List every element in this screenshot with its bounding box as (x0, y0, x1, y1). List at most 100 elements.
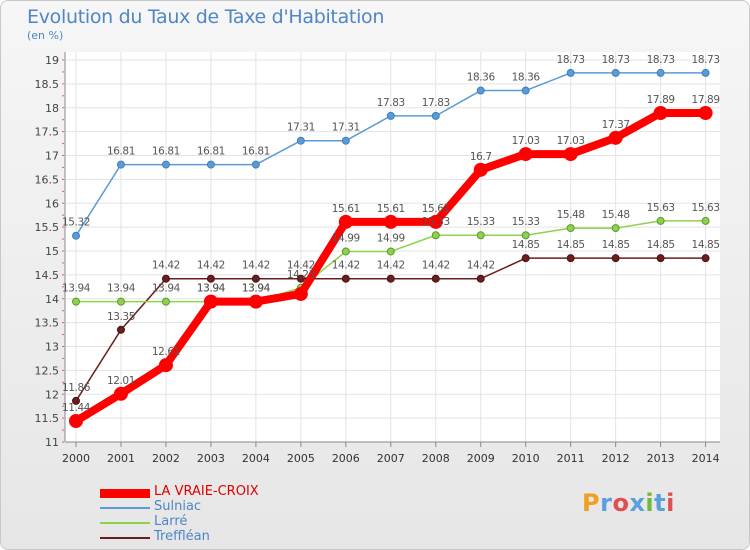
data-point (566, 254, 575, 263)
y-tick-label: 12.5 (35, 364, 60, 377)
data-point (656, 216, 665, 225)
x-tick-label: 2003 (197, 452, 225, 465)
data-point (701, 254, 710, 263)
data-label: 13.94 (242, 283, 271, 295)
y-tick-label: 12 (45, 388, 59, 401)
data-label: 15.61 (332, 203, 360, 215)
legend-swatch (100, 489, 150, 498)
data-label: 18.36 (512, 72, 541, 84)
data-point (656, 254, 665, 263)
data-label: 14.85 (692, 239, 720, 251)
data-point (296, 274, 305, 283)
data-label: 15.33 (467, 216, 495, 228)
data-label: 15.33 (512, 216, 540, 228)
y-tick-label: 13 (45, 341, 59, 354)
y-tick-label: 17 (45, 150, 59, 163)
data-label: 15.48 (602, 209, 630, 221)
data-point (476, 274, 485, 283)
data-point (116, 297, 125, 306)
x-tick-label: 2010 (512, 452, 540, 465)
legend-label: Treffléan (154, 529, 210, 544)
y-tick-label: 18 (45, 102, 59, 115)
data-label: 15.32 (62, 217, 90, 229)
data-point (653, 106, 668, 121)
data-label: 17.31 (287, 122, 315, 134)
data-label: 17.89 (647, 94, 675, 106)
data-point (113, 386, 128, 401)
legend-swatch (100, 507, 150, 509)
data-label: 14.99 (332, 232, 360, 244)
data-label: 13.94 (197, 283, 226, 295)
data-label: 14.42 (377, 260, 405, 272)
data-point (566, 68, 575, 77)
data-label: 17.31 (332, 122, 360, 134)
data-label: 13.94 (242, 283, 271, 295)
data-label: 14.85 (512, 239, 540, 251)
x-tick-label: 2005 (287, 452, 315, 465)
data-label: 15.63 (692, 202, 720, 214)
y-tick-label: 14.5 (35, 269, 60, 282)
data-label: 17.83 (422, 97, 450, 109)
data-label: 18.73 (692, 54, 720, 66)
data-label: 14.85 (647, 239, 675, 251)
data-point (431, 274, 440, 283)
data-point (518, 147, 533, 162)
x-tick-label: 2008 (422, 452, 450, 465)
data-point (563, 147, 578, 162)
x-tick-label: 2000 (62, 452, 90, 465)
data-label: 13.94 (152, 283, 181, 295)
legend-swatch (100, 522, 150, 524)
data-point (341, 247, 350, 256)
brand-logo: Proxiti (582, 489, 675, 517)
data-point (158, 358, 173, 373)
data-label: 15.61 (377, 203, 405, 215)
data-point (72, 231, 80, 240)
legend-swatch (100, 537, 150, 539)
data-point (521, 86, 530, 95)
data-label: 16.81 (242, 146, 270, 158)
y-tick-label: 13.5 (35, 317, 60, 330)
data-label: 14.23 (287, 269, 315, 281)
data-label: 14.85 (602, 239, 630, 251)
data-point (608, 130, 623, 145)
data-point (698, 106, 713, 121)
data-point (701, 216, 710, 225)
data-label: 15.33 (422, 216, 450, 228)
data-point (248, 294, 263, 309)
x-tick-label: 2014 (692, 452, 720, 465)
y-tick-label: 17.5 (35, 126, 60, 139)
legend-label: LA VRAIE-CROIX (154, 484, 259, 499)
x-tick-label: 2004 (242, 452, 270, 465)
brand-letter: o (612, 489, 630, 517)
data-label: 14.42 (467, 260, 495, 272)
data-label: 13.94 (107, 283, 136, 295)
data-label: 16.81 (107, 146, 135, 158)
data-point (338, 214, 353, 229)
data-label: 11.86 (62, 382, 91, 394)
legend-label: Sulniac (154, 499, 202, 514)
data-point (383, 214, 398, 229)
data-label: 13.94 (62, 283, 91, 295)
brand-letter: i (645, 489, 655, 517)
data-point (161, 160, 170, 169)
y-tick-label: 19 (45, 54, 59, 67)
data-label: 15.61 (422, 203, 450, 215)
data-point (72, 396, 80, 405)
data-label: 18.36 (467, 72, 496, 84)
data-point (116, 325, 125, 334)
y-tick-label: 15 (45, 245, 59, 258)
data-point (161, 297, 170, 306)
data-point (521, 254, 530, 263)
data-point (293, 286, 308, 301)
data-point (251, 160, 260, 169)
data-point (611, 68, 620, 77)
data-point (116, 160, 125, 169)
x-tick-label: 2002 (152, 452, 180, 465)
data-point (296, 136, 305, 145)
data-label: 13.35 (107, 311, 135, 323)
y-tick-label: 16 (45, 197, 59, 210)
chart-title: Evolution du Taux de Taxe d'Habitation (27, 6, 385, 28)
data-point (69, 413, 83, 428)
data-point (386, 274, 395, 283)
